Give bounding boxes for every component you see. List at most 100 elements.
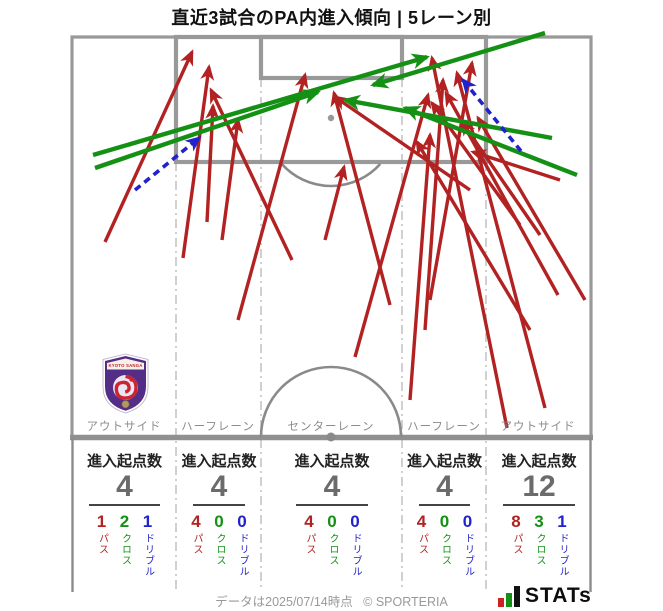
entry-arrow-cross xyxy=(402,105,578,178)
dribble-label: ドリブル xyxy=(557,532,568,577)
entry-arrow-pass xyxy=(415,139,532,331)
entry-arrow-pass xyxy=(460,119,542,236)
entry-arrow-pass xyxy=(181,64,215,259)
entry-arrow-pass xyxy=(408,132,437,401)
dribble-label: ドリブル xyxy=(350,532,361,577)
lane-stats-column-5: 進入起点数 12 8 パス 3 クロス 1 ドリブル xyxy=(487,440,591,590)
lane-label-3: センターレーン xyxy=(288,420,375,433)
page-title: 直近3試合のPA内進入傾向 | 5レーン別 xyxy=(171,8,492,28)
entry-arrow-cross xyxy=(94,89,321,171)
bar-icon-red xyxy=(498,598,504,607)
stats-logo-word: STATs xyxy=(525,584,592,607)
dribble-label: ドリブル xyxy=(142,532,154,577)
bar-icon-black xyxy=(514,586,520,607)
divider-line xyxy=(193,503,245,506)
pitch-outline xyxy=(70,35,593,437)
column-header: 進入起点数 xyxy=(294,453,370,470)
entry-arrow-pass xyxy=(332,95,471,192)
entry-arrow-pass xyxy=(205,103,220,223)
lane-stats-column-2: 進入起点数 4 4 パス 0 クロス 0 ドリブル xyxy=(177,440,261,590)
team-logo-text: KYOTO SANGA xyxy=(108,363,142,368)
pass-count: 4 xyxy=(304,511,314,531)
pass-label: パス xyxy=(304,532,315,555)
column-header: 進入起点数 xyxy=(181,453,257,470)
lane-label-2: ハーフレーン xyxy=(181,421,255,433)
team-logo: KYOTO SANGA xyxy=(102,353,149,414)
pass-label: パス xyxy=(96,532,108,555)
entry-arrow-pass xyxy=(353,92,432,358)
entry-arrow-pass xyxy=(323,164,348,241)
divider-line xyxy=(503,503,575,506)
lane-stats-column-3: 進入起点数 4 4 パス 0 クロス 0 ドリブル xyxy=(262,440,402,590)
pass-label: パス xyxy=(191,532,202,555)
entry-arrow-pass xyxy=(236,72,309,321)
data-timestamp: データは2025/07/14時点 xyxy=(215,595,353,609)
entry-origin-total: 4 xyxy=(436,470,453,503)
penalty-spot xyxy=(327,114,335,122)
lane-stats-column-4: 進入起点数 4 4 パス 0 クロス 0 ドリブル xyxy=(403,440,486,590)
lane-dividers xyxy=(175,78,487,590)
divider-line xyxy=(89,503,160,506)
pass-label: パス xyxy=(511,532,522,555)
column-header: 進入起点数 xyxy=(501,453,577,470)
cross-label: クロス xyxy=(119,532,131,566)
divider-line xyxy=(296,503,368,506)
copyright: © SPORTERIA xyxy=(363,595,448,609)
team-logo-band xyxy=(107,358,144,370)
dribble-count: 0 xyxy=(462,511,473,531)
stats-logo: STATs xyxy=(498,585,592,607)
penalty-arc xyxy=(280,163,382,188)
lane-stats-table: 進入起点数 4 1 パス 2 クロス 1 ドリブル 進入起点数 4 4 パス 0 クロス … xyxy=(0,440,663,590)
entry-arrows xyxy=(92,30,587,429)
cross-label: クロス xyxy=(327,532,338,566)
lane-stats-column-1: 進入起点数 4 1 パス 2 クロス 1 ドリブル xyxy=(73,440,176,590)
entry-arrow-dribble xyxy=(461,77,523,153)
column-header: 進入起点数 xyxy=(406,453,482,470)
cross-label: クロス xyxy=(214,532,225,566)
lane-label-1: アウトサイド xyxy=(87,420,162,433)
lane-label-5: アウトサイド xyxy=(501,420,576,433)
footer-note: データは2025/07/14時点 © SPORTERIA xyxy=(0,591,663,610)
entry-arrow-pass xyxy=(330,90,392,306)
center-spot xyxy=(326,432,336,442)
lane-labels: アウトサイド ハーフレーン センターレーン ハーフレーン アウトサイド xyxy=(87,420,576,433)
cross-count: 3 xyxy=(534,511,544,531)
entry-arrow-cross xyxy=(370,30,546,89)
column-header: 進入起点数 xyxy=(86,453,162,470)
cross-label: クロス xyxy=(534,532,545,566)
divider-line xyxy=(419,503,470,506)
pass-count: 4 xyxy=(416,511,427,531)
entry-arrow-pass xyxy=(476,115,587,301)
entry-arrow-pass xyxy=(470,149,561,182)
dribble-count: 0 xyxy=(237,511,247,531)
cross-count: 2 xyxy=(119,511,130,531)
entry-arrow-dribble xyxy=(133,136,202,192)
cross-count: 0 xyxy=(214,511,224,531)
pitch-markings xyxy=(70,34,593,441)
cross-count: 0 xyxy=(439,511,450,531)
dribble-label: ドリブル xyxy=(462,532,474,577)
dribble-label: ドリブル xyxy=(237,532,248,577)
entry-arrow-pass xyxy=(103,49,194,243)
team-logo-phoenix-head xyxy=(129,377,134,382)
lane-label-4: ハーフレーン xyxy=(407,421,481,433)
entry-origin-total: 12 xyxy=(522,470,556,503)
dribble-count: 1 xyxy=(142,511,153,531)
pass-count: 4 xyxy=(191,511,201,531)
entry-origin-total: 4 xyxy=(116,470,133,503)
goal-area xyxy=(258,34,405,81)
stats-logo-bars-icon xyxy=(498,586,520,607)
entry-arrow-pass xyxy=(427,55,509,429)
bar-icon-green xyxy=(506,593,512,607)
pass-count: 8 xyxy=(511,511,521,531)
team-logo-phoenix xyxy=(114,374,138,400)
entry-origin-total: 4 xyxy=(210,470,228,503)
entry-arrow-cross xyxy=(342,94,553,141)
center-circle xyxy=(259,365,403,438)
pass-label: パス xyxy=(416,532,428,555)
entry-origin-total: 4 xyxy=(323,470,341,503)
team-logo-disc xyxy=(121,400,130,409)
cross-count: 0 xyxy=(327,511,337,531)
dribble-count: 1 xyxy=(557,511,567,531)
